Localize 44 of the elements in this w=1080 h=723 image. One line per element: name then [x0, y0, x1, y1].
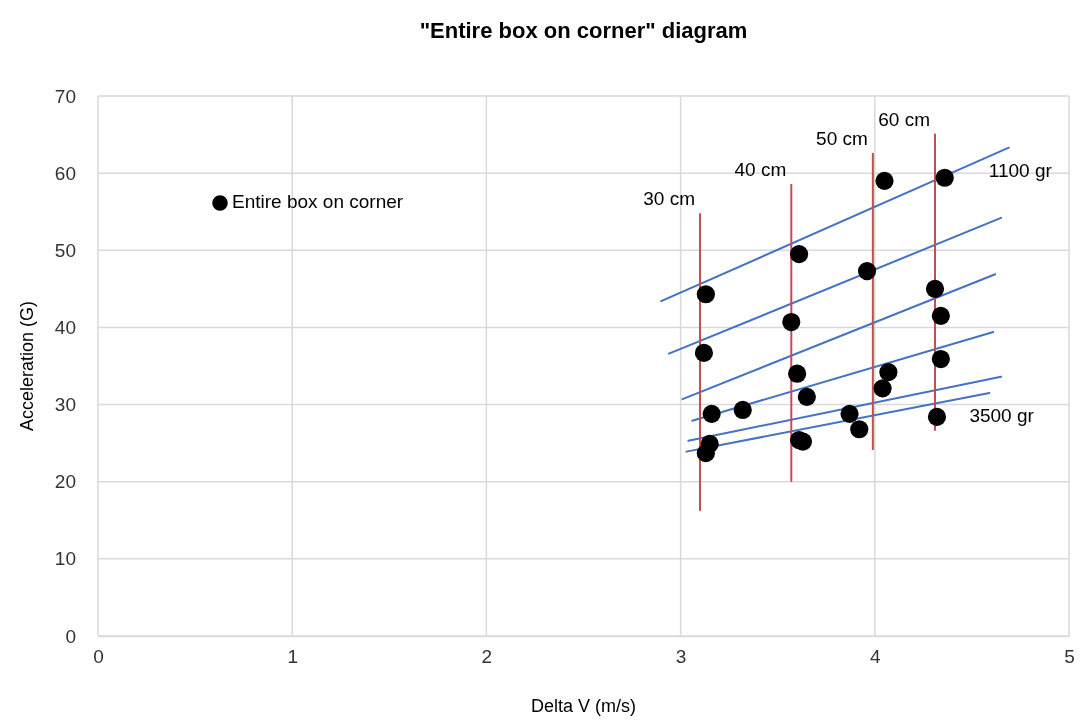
point — [797, 387, 816, 406]
x-tick-label: 2 — [481, 646, 493, 668]
point — [733, 400, 752, 420]
point — [850, 420, 869, 439]
point — [931, 349, 950, 369]
x-tick-label: 3 — [675, 646, 687, 668]
x-axis-title: Delta V (m/s) — [530, 695, 637, 716]
point — [788, 364, 807, 383]
point — [873, 379, 892, 398]
series-label: 50 cm — [816, 127, 868, 149]
point — [696, 444, 715, 463]
legend-label: Entire box on corner — [232, 191, 404, 213]
x-tick-label: 5 — [1064, 646, 1075, 668]
point — [927, 407, 947, 426]
x-tick-label: 1 — [287, 646, 298, 668]
point — [840, 404, 859, 423]
series-label: 60 cm — [878, 108, 930, 130]
point — [931, 306, 950, 325]
y-tick-label: 0 — [65, 625, 76, 647]
series-label: 40 cm — [734, 158, 787, 180]
y-tick-label: 60 — [54, 162, 76, 184]
y-axis-title: Acceleration (G) — [16, 300, 37, 432]
y-tick-label: 50 — [54, 239, 76, 261]
series-label: 3500 gr — [969, 405, 1035, 427]
y-tick-label: 30 — [54, 394, 76, 416]
x-tick-label: 4 — [870, 646, 882, 668]
y-tick-label: 40 — [54, 317, 76, 339]
point — [696, 285, 715, 304]
point — [857, 262, 877, 281]
point — [879, 363, 898, 382]
x-tick-label: 0 — [93, 646, 104, 668]
point — [925, 279, 945, 298]
point — [694, 343, 713, 362]
point — [935, 168, 954, 187]
series-label: 1100 gr — [988, 159, 1053, 181]
y-tick-label: 20 — [54, 471, 76, 493]
y-tick-label: 10 — [54, 548, 76, 570]
point — [782, 312, 801, 332]
point — [702, 404, 721, 423]
series-label: 30 cm — [643, 188, 696, 210]
y-tick-label: 70 — [54, 85, 76, 107]
point — [789, 245, 809, 264]
point — [875, 171, 894, 190]
chart-title: "Entire box on corner" diagram — [419, 17, 748, 43]
